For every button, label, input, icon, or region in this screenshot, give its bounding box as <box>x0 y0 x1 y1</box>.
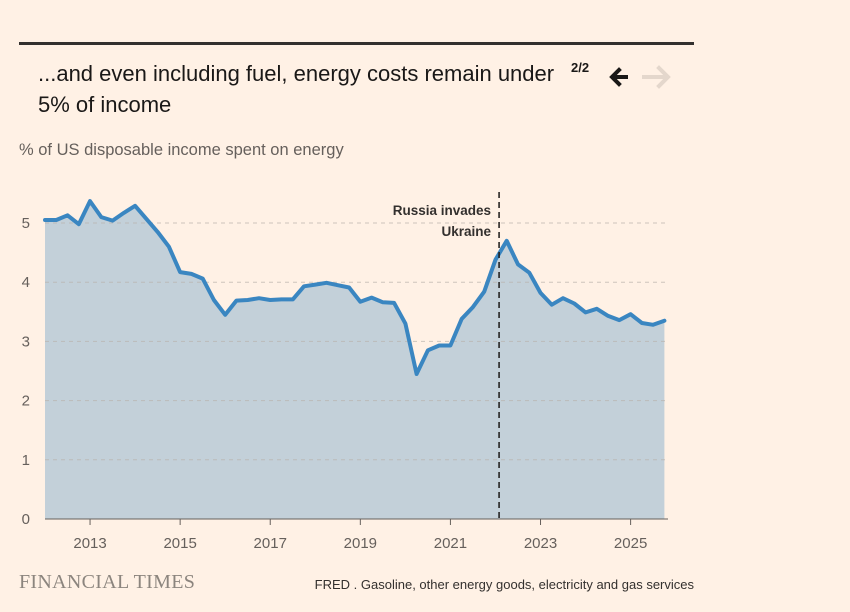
series-area <box>45 201 665 519</box>
x-tick-label: 2013 <box>73 535 106 552</box>
chart-title: ...and even including fuel, energy costs… <box>38 61 555 117</box>
y-tick-label: 1 <box>22 452 30 469</box>
y-tick-label: 5 <box>22 215 30 232</box>
annotation-label: Russia invades <box>393 203 491 218</box>
x-tick-label: 2019 <box>344 535 377 552</box>
previous-button[interactable] <box>604 60 638 94</box>
source-note: FRED . Gasoline, other energy goods, ele… <box>314 577 694 592</box>
y-tick-label: 0 <box>22 511 30 528</box>
next-button[interactable] <box>640 60 674 94</box>
energy-share-chart: 0 1 2 3 4 5 2013 2015 2017 2019 2021 2023 2025 Russia… <box>22 192 668 552</box>
x-tick-label: 2025 <box>614 535 647 552</box>
page-indicator: 2/2 <box>571 60 590 75</box>
series-line <box>43 199 667 376</box>
x-tick-label: 2021 <box>434 535 467 552</box>
y-tick-label: 3 <box>22 333 30 350</box>
arrow-left-icon <box>609 67 628 87</box>
x-tick-label: 2017 <box>254 535 287 552</box>
top-rule <box>19 42 694 45</box>
x-tick-label: 2023 <box>524 535 557 552</box>
y-tick-label: 4 <box>22 274 30 291</box>
ft-logo: FINANCIAL TIMES <box>19 571 196 593</box>
y-tick-label: 2 <box>22 393 30 410</box>
x-tick-label: 2015 <box>163 535 196 552</box>
annotation-label: Ukraine <box>442 224 492 239</box>
arrow-right-icon <box>642 65 671 89</box>
chart-subtitle: % of US disposable income spent on energ… <box>19 141 344 159</box>
